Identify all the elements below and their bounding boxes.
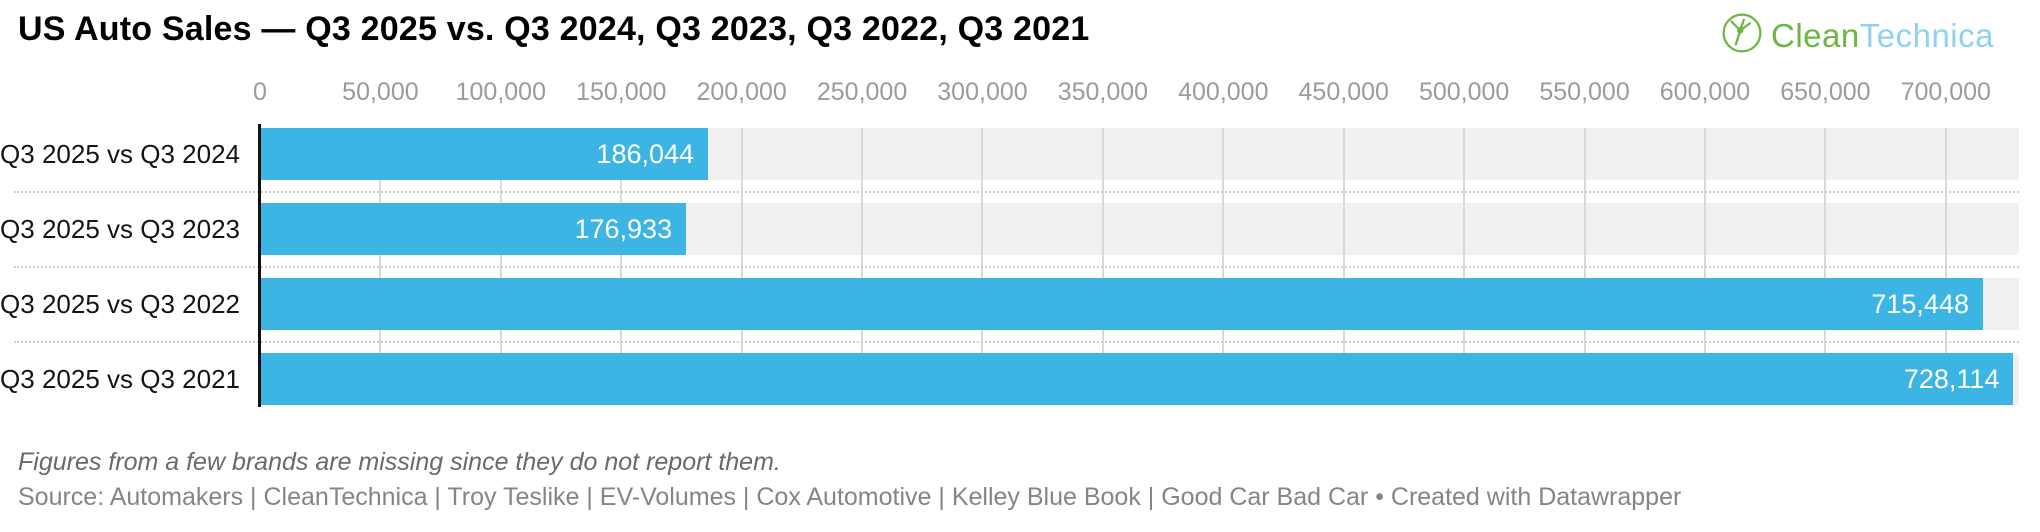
bar-row: 176,933 <box>260 203 2019 255</box>
category-label: Q3 2025 vs Q3 2023 <box>0 213 240 244</box>
bar-row: 186,044 <box>260 128 2019 180</box>
logo-clean-text: Clean <box>1771 16 1860 54</box>
x-tick-label: 400,000 <box>1178 78 1269 106</box>
bar-q3-2023: 176,933 <box>260 203 687 255</box>
category-label: Q3 2025 vs Q3 2022 <box>0 288 240 319</box>
x-tick-label: 650,000 <box>1780 78 1871 106</box>
category-label: Q3 2025 vs Q3 2021 <box>0 363 240 394</box>
row-separator-dotted-line <box>14 190 2019 193</box>
chart-source-line: Source: Automakers | CleanTechnica | Tro… <box>18 483 1682 511</box>
bar-value-label: 728,114 <box>1903 363 2000 394</box>
x-tick-label: 200,000 <box>696 78 787 106</box>
chart-title: US Auto Sales — Q3 2025 vs. Q3 2024, Q3 … <box>18 10 1090 48</box>
x-tick-label: 500,000 <box>1418 78 1510 106</box>
x-axis: 0 50,000 100,000 150,000 200,000 250,000 300,0… <box>253 78 2019 110</box>
bar-value-label: 186,044 <box>596 138 695 169</box>
bar-q3-2021: 728,114 <box>260 353 2014 405</box>
x-tick-label: 700,000 <box>1900 78 1991 106</box>
x-tick-label: 300,000 <box>937 78 1028 106</box>
wind-turbine-icon <box>1721 12 1763 59</box>
x-tick-label: 100,000 <box>455 78 546 106</box>
x-tick-label: 350,000 <box>1057 78 1149 106</box>
x-tick-label: 150,000 <box>576 78 667 106</box>
logo-wordmark: CleanTechnica <box>1771 17 1994 55</box>
bar-q3-2024: 186,044 <box>260 128 709 180</box>
x-tick-label: 450,000 <box>1298 78 1389 106</box>
chart-footnote: Figures from a few brands are missing si… <box>18 448 781 476</box>
category-label: Q3 2025 vs Q3 2024 <box>0 138 240 169</box>
bar-value-label: 176,933 <box>574 213 673 244</box>
zero-axis-line <box>258 124 261 407</box>
row-separator-dotted-line <box>14 265 2019 268</box>
x-tick-label: 50,000 <box>342 78 419 106</box>
x-tick-label: 550,000 <box>1539 78 1630 106</box>
bar-row: 715,448 <box>260 278 2019 330</box>
x-tick-label: 250,000 <box>816 78 908 106</box>
x-tick-label: 600,000 <box>1659 78 1751 106</box>
bar-q3-2022: 715,448 <box>260 278 1983 330</box>
plot-area: 186,044 176,933 715,448 728,114 <box>260 128 2019 405</box>
row-separator-dotted-line <box>14 340 2019 343</box>
logo-technica-text: Technica <box>1859 16 1994 54</box>
bar-value-label: 715,448 <box>1871 288 1969 319</box>
cleantechnica-logo: CleanTechnica <box>1721 12 1994 59</box>
bar-row: 728,114 <box>260 353 2019 405</box>
x-tick-label: 0 <box>253 78 267 106</box>
